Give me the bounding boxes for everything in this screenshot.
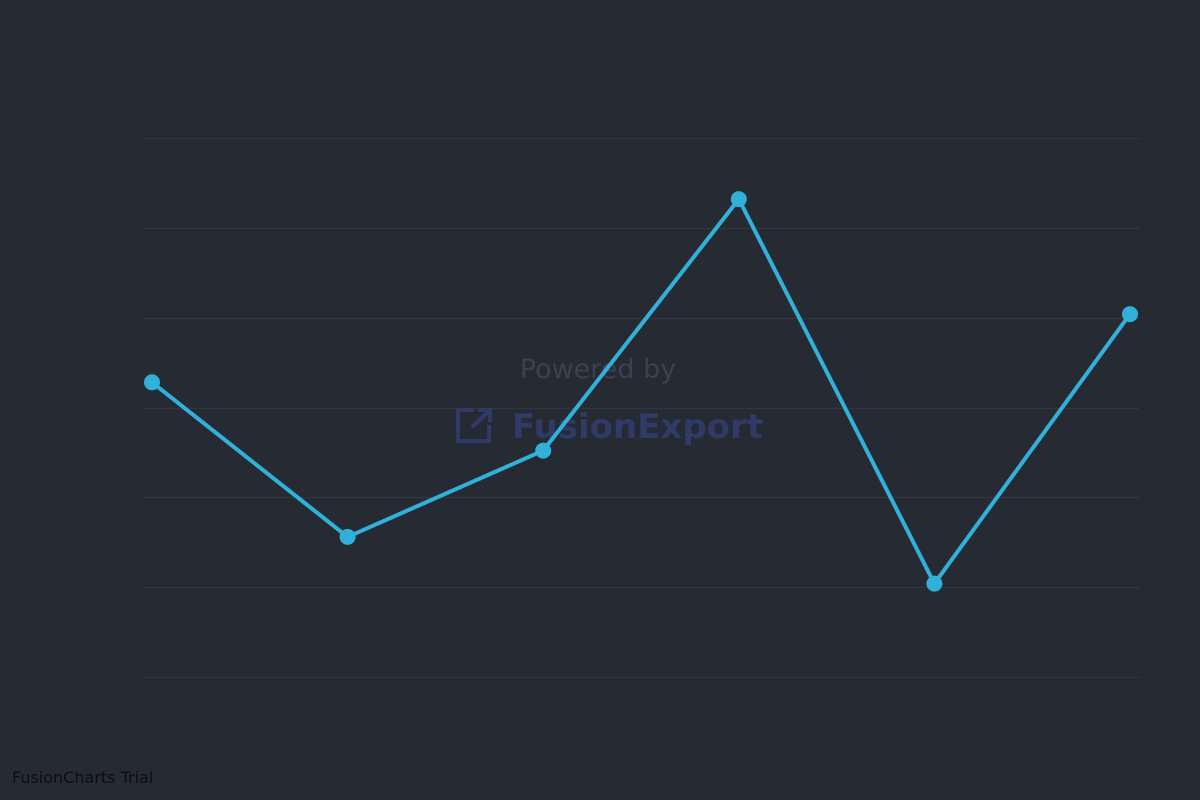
- data-point-2[interactable]: [339, 528, 356, 545]
- external-link-icon: [456, 408, 492, 443]
- data-point-1[interactable]: [144, 374, 160, 391]
- external-link-icon-box: [456, 408, 491, 443]
- watermark: Powered by FusionExport: [456, 354, 763, 447]
- external-link-icon-arrow: [470, 408, 492, 429]
- data-point-4[interactable]: [730, 191, 747, 208]
- data-point-3[interactable]: [535, 442, 552, 459]
- data-point-5[interactable]: [926, 575, 943, 592]
- series-line: [150, 197, 1132, 586]
- watermark-brand-text: FusionExport: [512, 407, 763, 447]
- data-points: [144, 191, 1138, 592]
- trial-label: FusionCharts Trial: [12, 768, 154, 787]
- series-line-group: [150, 197, 1132, 586]
- gridlines: [144, 137, 1139, 679]
- data-point-6[interactable]: [1122, 306, 1138, 323]
